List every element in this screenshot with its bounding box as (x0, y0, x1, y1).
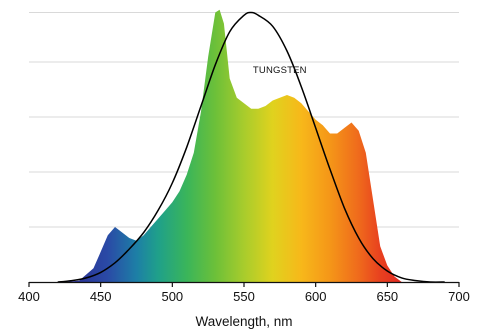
x-tick-label-600: 600 (305, 289, 327, 304)
x-tick-label-500: 500 (161, 289, 183, 304)
x-tick-label-650: 650 (376, 289, 398, 304)
x-tick-label-550: 550 (233, 289, 255, 304)
x-axis-title: Wavelength, nm (195, 314, 292, 329)
x-tick-label-450: 450 (90, 289, 112, 304)
x-tick-label-700: 700 (448, 289, 470, 304)
x-axis-ticks: 400 450 500 550 600 650 700 (18, 282, 470, 304)
x-tick-label-400: 400 (18, 289, 40, 304)
spectrum-area (64, 9, 409, 283)
tungsten-label: TUNGSTEN (253, 65, 307, 76)
tungsten-curve (57, 11, 445, 283)
